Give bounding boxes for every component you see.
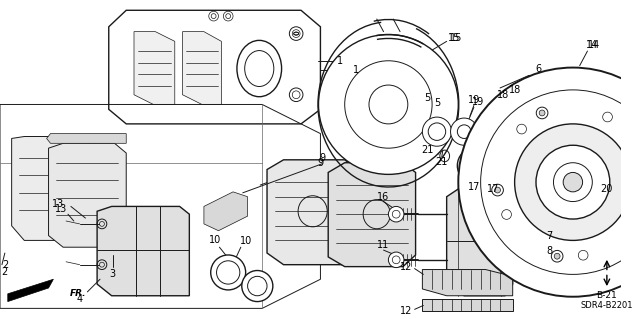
Circle shape [563,173,582,192]
Text: 15: 15 [450,33,463,43]
Ellipse shape [458,147,494,184]
Circle shape [636,217,640,223]
Text: 18: 18 [509,85,521,95]
Text: 11: 11 [378,240,390,250]
Polygon shape [49,143,126,247]
Circle shape [515,124,631,241]
Polygon shape [182,32,221,104]
Text: 8: 8 [547,246,553,256]
Text: 9: 9 [319,153,325,163]
Circle shape [476,93,582,200]
Ellipse shape [242,271,273,301]
Text: 4: 4 [77,294,83,304]
Polygon shape [12,137,92,241]
Text: 1: 1 [353,65,360,76]
Circle shape [627,129,632,134]
Ellipse shape [211,255,246,290]
Text: 15: 15 [448,33,461,43]
Text: 16: 16 [378,192,390,202]
Text: 2: 2 [1,267,7,278]
Text: 21: 21 [421,145,433,155]
Circle shape [502,119,556,174]
Text: 19: 19 [472,97,484,107]
Text: 5: 5 [434,99,440,108]
Bar [595,192,620,250]
Text: 12: 12 [400,306,412,316]
Circle shape [495,187,500,193]
Polygon shape [447,189,513,296]
Text: 5: 5 [424,93,430,103]
Text: 13: 13 [52,198,65,209]
Polygon shape [8,279,53,301]
Text: 9: 9 [317,158,323,168]
Polygon shape [204,192,248,231]
Text: B-21: B-21 [596,291,617,300]
Circle shape [458,68,640,297]
Polygon shape [328,163,415,267]
Text: 10: 10 [239,236,252,246]
Text: 19: 19 [468,95,480,105]
Polygon shape [134,32,175,104]
Text: 2: 2 [3,260,9,270]
Text: 1: 1 [337,56,343,66]
Text: 14: 14 [588,40,600,50]
Text: 14: 14 [586,40,598,50]
Text: 17: 17 [487,184,499,194]
Text: 10: 10 [209,235,221,245]
Text: 13: 13 [55,204,67,214]
Ellipse shape [451,118,477,145]
Text: 3: 3 [109,269,116,279]
Text: SDR4-B2201: SDR4-B2201 [580,301,633,310]
Polygon shape [422,299,513,311]
Text: FR.: FR. [70,289,86,298]
Text: 6: 6 [536,63,542,74]
Text: 7: 7 [547,231,553,241]
Text: 17: 17 [468,182,480,192]
Ellipse shape [422,117,451,146]
Polygon shape [97,206,189,296]
Circle shape [539,110,545,116]
Text: 18: 18 [497,90,509,100]
Ellipse shape [388,206,404,222]
Ellipse shape [388,252,404,268]
Polygon shape [267,160,357,265]
Polygon shape [47,134,126,143]
Ellipse shape [237,41,282,97]
Polygon shape [422,270,513,296]
Text: 21: 21 [436,157,448,167]
Circle shape [554,253,560,259]
Text: 20: 20 [601,184,613,194]
Text: 12: 12 [400,262,412,271]
Circle shape [319,34,458,174]
Circle shape [536,145,610,219]
